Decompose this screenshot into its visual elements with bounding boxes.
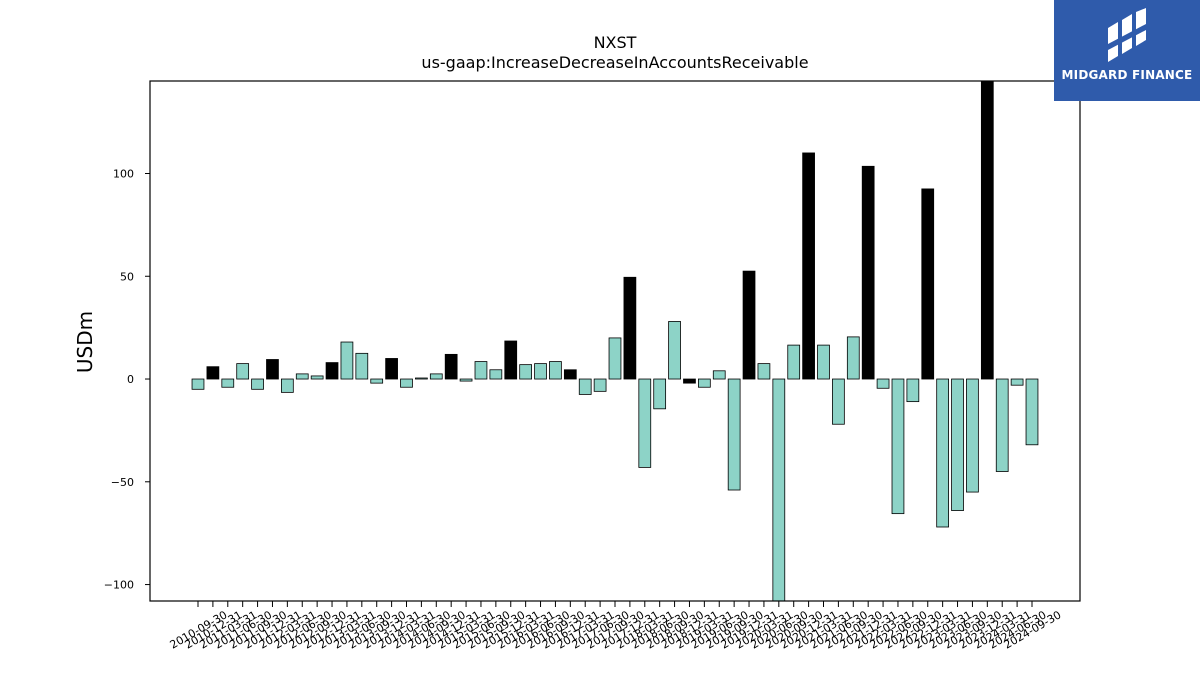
bar-2019-12-31 [742,270,756,380]
bar-2021-03-31 [817,344,830,380]
x-ticks-group: 2010-09-302010-12-312011-03-312011-06-30… [168,601,1064,652]
bar-2023-06-30 [951,378,964,511]
bar-2017-03-31 [578,378,592,395]
bar-2023-09-30 [966,378,979,493]
bar-2013-09-30 [370,378,384,384]
chart-title: NXST [594,33,637,52]
bar-2011-03-31 [221,378,235,388]
bar-2014-03-31 [400,378,413,388]
bar-2018-06-30 [653,378,667,410]
bar-2021-09-30 [846,336,860,380]
bar-2024-06-30 [1010,378,1024,386]
plot-frame [149,80,1081,602]
bars-group [191,80,1039,602]
bar-2018-09-30 [668,321,681,380]
bar-2010-09-30 [191,378,205,390]
bar-2023-12-31 [980,80,994,380]
bar-2021-06-30 [832,378,845,425]
bar-2012-09-30 [310,375,324,380]
bar-2011-12-31 [266,359,279,380]
bar-2024-03-31 [995,378,1009,472]
bar-2017-12-31 [623,276,637,380]
bar-2013-03-31 [340,341,354,380]
midgard-logo-icon [1108,8,1146,62]
bar-2015-03-31 [459,378,473,382]
bar-2020-09-30 [787,344,801,380]
y-tick-label: −100 [104,579,134,592]
bar-2012-06-30 [295,373,309,380]
bar-2016-03-31 [519,364,533,380]
bar-2019-03-31 [698,378,711,388]
bar-2012-03-31 [280,378,294,393]
bar-2015-06-30 [474,361,488,380]
logo-text: MIDGARD FINANCE [1061,68,1193,82]
logo-badge: MIDGARD FINANCE [1054,0,1200,101]
bar-2014-09-30 [429,373,443,380]
bar-2011-06-30 [236,363,250,380]
bar-2018-12-31 [683,378,696,384]
bar-2011-09-30 [251,378,264,390]
bar-2021-12-31 [861,165,875,380]
bar-2020-06-30 [772,378,786,602]
bar-2016-12-31 [563,369,577,380]
bar-2015-09-30 [489,369,503,380]
bar-2016-09-30 [549,361,562,380]
chart-subtitle: us-gaap:IncreaseDecreaseInAccountsReceiv… [421,53,808,72]
bar-2017-09-30 [608,337,622,380]
bar-2022-09-30 [906,378,920,403]
bar-2016-06-30 [534,363,547,380]
bar-2020-03-31 [757,363,771,380]
bar-2017-06-30 [593,378,607,392]
bar-2013-06-30 [355,352,369,380]
y-tick-label: 100 [113,167,134,180]
bar-2010-12-31 [206,366,220,380]
y-tick-label: 0 [127,373,134,386]
bar-2012-12-31 [325,362,339,380]
bar-2014-06-30 [415,377,428,380]
y-axis-label: USDm [73,311,97,373]
bar-2022-03-31 [876,378,890,389]
bar-2018-03-31 [638,378,652,468]
bar-2019-09-30 [727,378,741,491]
bar-2019-06-30 [712,370,726,380]
bar-2020-12-31 [802,152,815,380]
bar-2023-03-31 [936,378,950,528]
bar-2024-09-30 [1025,378,1039,446]
y-tick-label: 50 [120,270,134,283]
bar-2022-12-31 [921,188,935,380]
bar-2013-12-31 [385,358,398,380]
y-ticks-group: −100 −50 0 50 100 [104,167,150,592]
bar-2014-12-31 [444,353,458,380]
y-tick-label: −50 [111,476,134,489]
bar-2022-06-30 [891,378,905,515]
bar-2015-12-31 [504,340,518,380]
